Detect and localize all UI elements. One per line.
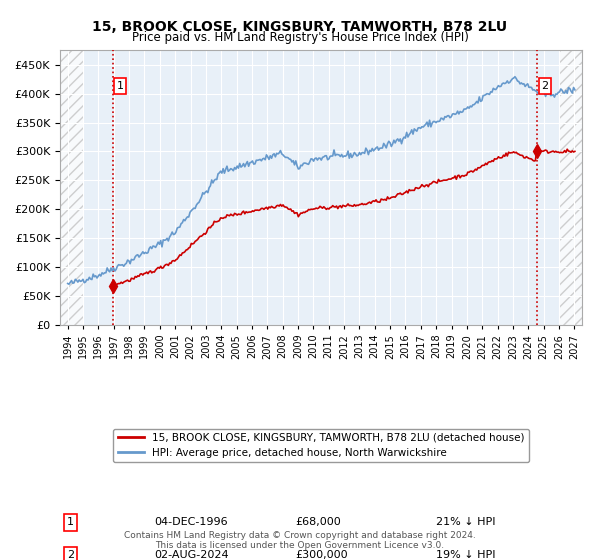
Text: 2: 2 — [67, 550, 74, 560]
Text: £300,000: £300,000 — [295, 550, 347, 560]
Text: 1: 1 — [116, 81, 124, 91]
Text: Price paid vs. HM Land Registry's House Price Index (HPI): Price paid vs. HM Land Registry's House … — [131, 31, 469, 44]
Legend: 15, BROOK CLOSE, KINGSBURY, TAMWORTH, B78 2LU (detached house), HPI: Average pri: 15, BROOK CLOSE, KINGSBURY, TAMWORTH, B7… — [113, 429, 529, 462]
Text: 21% ↓ HPI: 21% ↓ HPI — [436, 517, 496, 528]
Text: 1: 1 — [67, 517, 74, 528]
Text: 15, BROOK CLOSE, KINGSBURY, TAMWORTH, B78 2LU: 15, BROOK CLOSE, KINGSBURY, TAMWORTH, B7… — [92, 20, 508, 34]
Text: 19% ↓ HPI: 19% ↓ HPI — [436, 550, 496, 560]
Text: 04-DEC-1996: 04-DEC-1996 — [154, 517, 227, 528]
Text: Contains HM Land Registry data © Crown copyright and database right 2024.
This d: Contains HM Land Registry data © Crown c… — [124, 530, 476, 550]
Text: £68,000: £68,000 — [295, 517, 341, 528]
Text: 2: 2 — [541, 81, 548, 91]
Text: 02-AUG-2024: 02-AUG-2024 — [154, 550, 229, 560]
